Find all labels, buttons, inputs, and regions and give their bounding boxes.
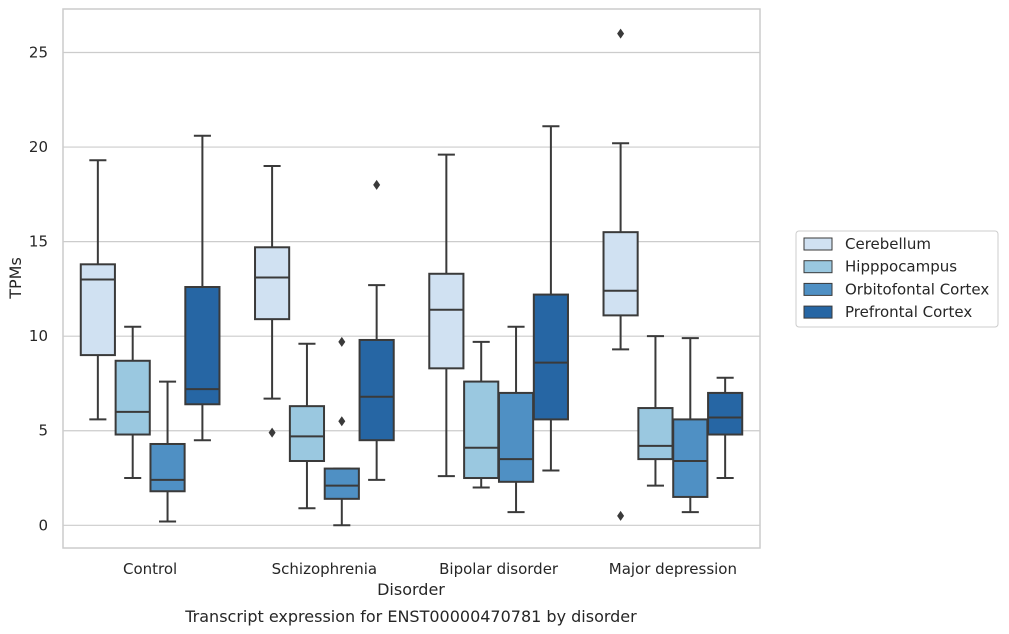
box-group	[532, 125, 569, 472]
box	[288, 405, 326, 463]
legend-swatch	[803, 237, 833, 251]
box	[707, 391, 744, 436]
box	[497, 391, 535, 483]
box	[637, 407, 674, 461]
box-group	[637, 335, 674, 487]
x-axis-title: Disorder	[377, 580, 445, 599]
outlier-point	[338, 336, 346, 347]
box	[114, 359, 151, 436]
box-group	[288, 342, 326, 510]
legend-label: Orbitofontal Cortex	[845, 280, 989, 298]
box-group	[428, 153, 465, 478]
y-tick-label: 20	[29, 138, 48, 156]
chart-caption: Transcript expression for ENST0000047078…	[184, 607, 637, 626]
box	[428, 272, 465, 370]
legend-swatch	[803, 282, 833, 296]
legend: Cerebellum Hipppocampus Orbitofontal Corte…	[795, 230, 999, 328]
box-group	[149, 380, 186, 523]
box	[672, 418, 709, 498]
legend-swatch	[803, 260, 833, 274]
y-tick-label: 25	[29, 43, 48, 61]
y-axis-title: TPMs	[6, 257, 25, 300]
legend-label: Hipppocampus	[845, 258, 957, 276]
outlier-point	[617, 510, 625, 521]
outlier-point	[338, 416, 346, 427]
legend-label: Cerebellum	[845, 235, 931, 253]
box-group	[358, 179, 395, 481]
y-tick-label: 0	[38, 516, 48, 534]
legend-frame	[795, 230, 999, 328]
box-groups	[79, 28, 744, 527]
y-tick-label: 10	[29, 327, 48, 345]
box-group	[602, 28, 639, 521]
plot-frame	[62, 8, 761, 549]
box-group	[79, 159, 116, 421]
box-group	[114, 325, 151, 480]
box-group	[323, 336, 360, 527]
x-tick-label: Control	[123, 560, 177, 578]
box	[602, 231, 639, 317]
x-tick-labels: Control Schizophrenia Bipolar disorder Majo…	[123, 560, 737, 578]
box	[323, 467, 360, 500]
x-tick-label: Major depression	[609, 560, 737, 578]
gridlines	[63, 51, 760, 526]
legend-swatch	[803, 305, 833, 319]
box-group	[672, 337, 709, 514]
box	[254, 246, 291, 321]
outlier-point	[268, 427, 276, 438]
box	[358, 338, 395, 442]
y-tick-label: 5	[38, 422, 48, 440]
y-tick-label: 15	[29, 233, 48, 251]
box	[79, 263, 116, 357]
box	[463, 380, 500, 480]
box-group	[707, 376, 744, 480]
outlier-point	[617, 28, 625, 39]
box-group	[463, 340, 500, 489]
box-group	[254, 164, 291, 438]
box	[184, 286, 221, 406]
legend-label: Prefrontal Cortex	[845, 303, 972, 321]
y-tick-labels: 0 5 10 15 20 25	[29, 43, 48, 534]
x-tick-label: Bipolar disorder	[439, 560, 559, 578]
x-tick-label: Schizophrenia	[272, 560, 377, 578]
box	[149, 442, 186, 493]
outlier-point	[373, 179, 381, 190]
box	[532, 293, 569, 421]
box-group	[184, 134, 221, 442]
box-group	[497, 325, 535, 514]
